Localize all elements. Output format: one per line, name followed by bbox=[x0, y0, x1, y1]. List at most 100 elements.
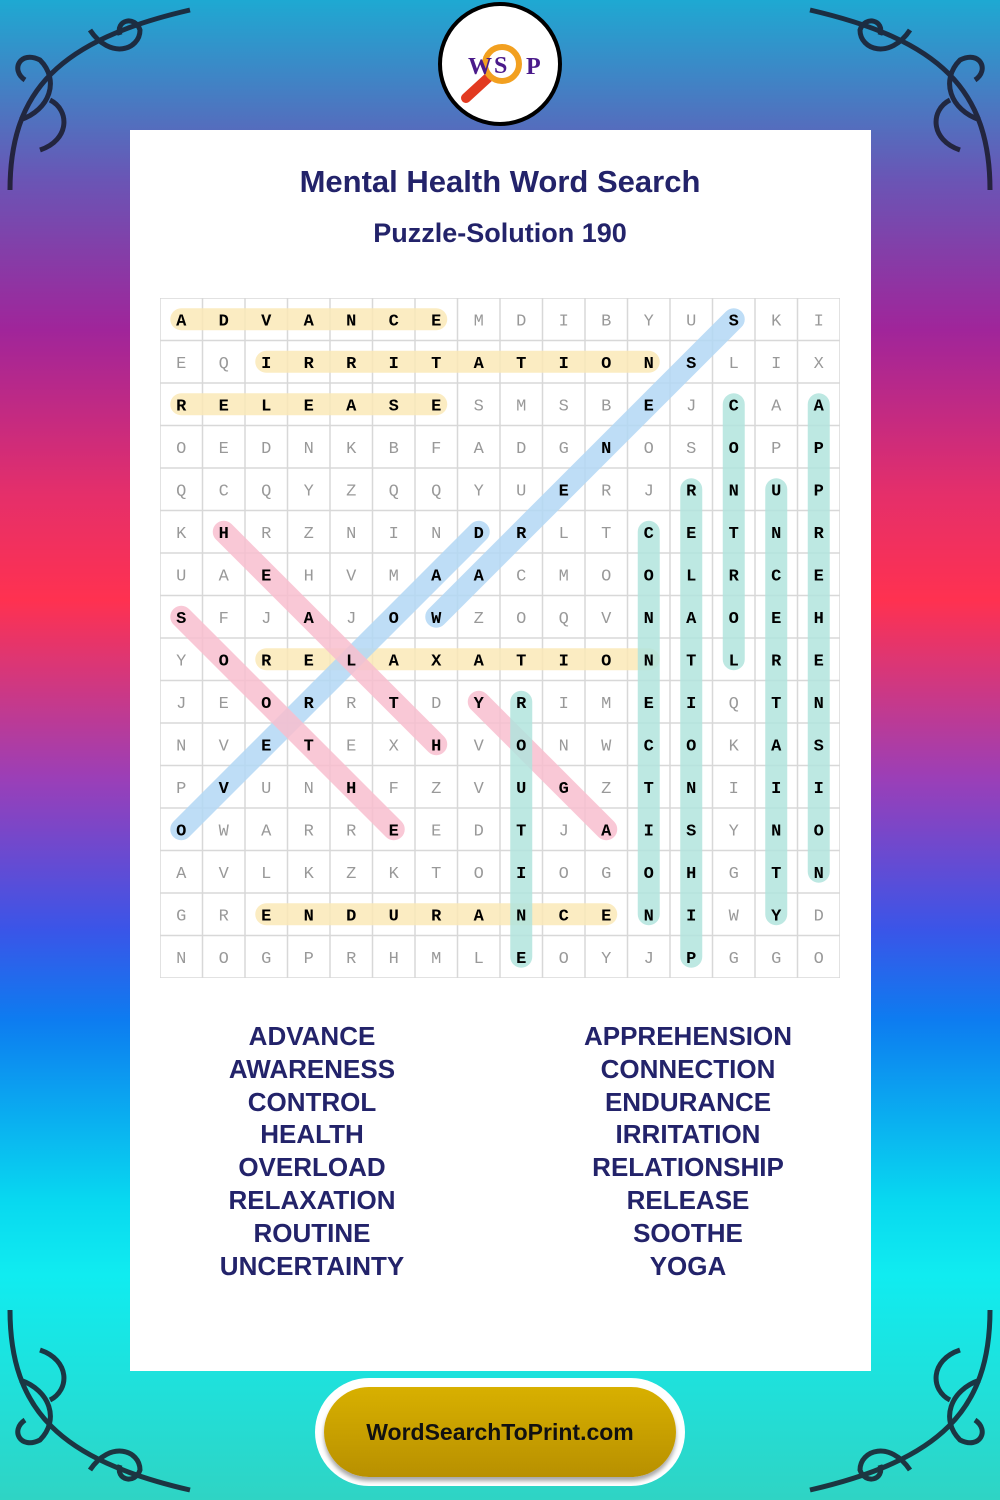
grid-letter: S bbox=[686, 355, 696, 374]
grid-letter: G bbox=[261, 950, 271, 969]
grid-letter: Z bbox=[601, 780, 611, 799]
grid-letter: Q bbox=[389, 482, 399, 501]
grid-letter: N bbox=[431, 525, 441, 544]
grid-letter: M bbox=[389, 567, 399, 586]
grid-letter: R bbox=[346, 695, 356, 714]
grid-letter: R bbox=[304, 822, 314, 841]
grid-letter: T bbox=[389, 695, 399, 714]
grid-letter: O bbox=[389, 610, 399, 629]
grid-letter: O bbox=[814, 822, 824, 841]
grid-letter: U bbox=[516, 482, 526, 501]
grid-letter: Y bbox=[771, 907, 782, 926]
grid-letter: U bbox=[686, 312, 696, 331]
grid-letter: K bbox=[346, 440, 357, 459]
grid-letter: L bbox=[729, 652, 739, 671]
corner-ornament-icon bbox=[7, 7, 191, 191]
grid-letter: E bbox=[771, 610, 781, 629]
grid-letter: I bbox=[516, 865, 526, 884]
grid-letter: O bbox=[559, 865, 569, 884]
word-list-item: YOGA bbox=[649, 1250, 727, 1281]
grid-letter: V bbox=[474, 780, 485, 799]
grid-letter: O bbox=[729, 440, 739, 459]
grid-letter: S bbox=[474, 397, 484, 416]
grid-letter: Z bbox=[346, 482, 356, 501]
grid-letter: E bbox=[176, 355, 186, 374]
grid-letter: Q bbox=[729, 695, 739, 714]
grid-letter: O bbox=[601, 355, 611, 374]
grid-letter: A bbox=[346, 397, 357, 416]
grid-letter: P bbox=[814, 440, 824, 459]
grid-letter: Z bbox=[304, 525, 314, 544]
wsp-logo: W S P bbox=[438, 2, 562, 126]
grid-letter: N bbox=[304, 440, 314, 459]
grid-letter: U bbox=[261, 780, 271, 799]
grid-letter: P bbox=[686, 950, 696, 969]
grid-letter: I bbox=[686, 907, 696, 926]
grid-letter: A bbox=[474, 567, 485, 586]
footer-badge: WordSearchToPrint.com bbox=[315, 1378, 685, 1486]
grid-letter: D bbox=[474, 525, 484, 544]
grid-letter: I bbox=[559, 355, 569, 374]
grid-letter: I bbox=[389, 525, 399, 544]
grid-letter: N bbox=[176, 950, 186, 969]
grid-letter: J bbox=[346, 610, 356, 629]
corner-ornament-icon bbox=[809, 1309, 993, 1493]
grid-letter: S bbox=[389, 397, 399, 416]
grid-letter: O bbox=[261, 695, 271, 714]
grid-letter: S bbox=[176, 610, 186, 629]
grid-letter: A bbox=[771, 737, 782, 756]
grid-letter: O bbox=[516, 737, 526, 756]
grid-letter: F bbox=[219, 610, 229, 629]
grid-letter: C bbox=[389, 312, 399, 331]
grid-letter: E bbox=[219, 440, 229, 459]
grid-letter: I bbox=[559, 652, 569, 671]
grid-letter: J bbox=[644, 950, 654, 969]
word-list-right: APPREHENSION CONNECTION ENDURANCE IRRITATIO… bbox=[488, 1020, 888, 1282]
grid-letter: I bbox=[559, 695, 569, 714]
grid-letter: V bbox=[219, 780, 230, 799]
word-list-item: CONTROL bbox=[247, 1086, 377, 1117]
grid-letter: J bbox=[644, 482, 654, 501]
grid-letter: A bbox=[771, 397, 782, 416]
word-list-item: CONNECTION bbox=[600, 1053, 776, 1084]
grid-letter: A bbox=[474, 907, 485, 926]
grid-letter: Z bbox=[474, 610, 484, 629]
grid-letter: D bbox=[516, 440, 526, 459]
grid-letter: B bbox=[601, 397, 611, 416]
grid-letter: G bbox=[771, 950, 781, 969]
grid-letter: O bbox=[516, 610, 526, 629]
grid-letter: E bbox=[304, 397, 314, 416]
svg-text:S: S bbox=[494, 53, 507, 79]
grid-letter: E bbox=[219, 695, 229, 714]
grid-letter: Q bbox=[559, 610, 569, 629]
grid-letter: E bbox=[814, 567, 824, 586]
svg-text:W: W bbox=[468, 54, 492, 80]
grid-letter: K bbox=[729, 737, 740, 756]
grid-letter: R bbox=[346, 950, 356, 969]
grid-letter: G bbox=[601, 865, 611, 884]
grid-letter: N bbox=[559, 737, 569, 756]
site-link[interactable]: WordSearchToPrint.com bbox=[324, 1387, 676, 1477]
grid-letter: N bbox=[686, 780, 696, 799]
grid-letter: E bbox=[261, 737, 271, 756]
grid-letter: Y bbox=[176, 652, 186, 671]
grid-letter: L bbox=[559, 525, 569, 544]
grid-letter: N bbox=[601, 440, 611, 459]
grid-letter: D bbox=[346, 907, 356, 926]
grid-letter: D bbox=[261, 440, 271, 459]
grid-letter: O bbox=[644, 567, 654, 586]
grid-letter: R bbox=[346, 355, 357, 374]
grid-letter: R bbox=[261, 652, 272, 671]
grid-letter: H bbox=[431, 737, 441, 756]
grid-letter: R bbox=[304, 695, 315, 714]
grid-letter: X bbox=[814, 355, 824, 374]
grid-letter: T bbox=[686, 652, 696, 671]
word-list-item: SOOTHE bbox=[633, 1217, 743, 1248]
grid-letter: D bbox=[219, 312, 229, 331]
grid-letter: T bbox=[516, 652, 526, 671]
grid-letter: R bbox=[219, 907, 229, 926]
grid-letter: C bbox=[559, 907, 569, 926]
grid-letter: L bbox=[686, 567, 696, 586]
grid-letter: R bbox=[601, 482, 611, 501]
grid-letter: U bbox=[516, 780, 526, 799]
